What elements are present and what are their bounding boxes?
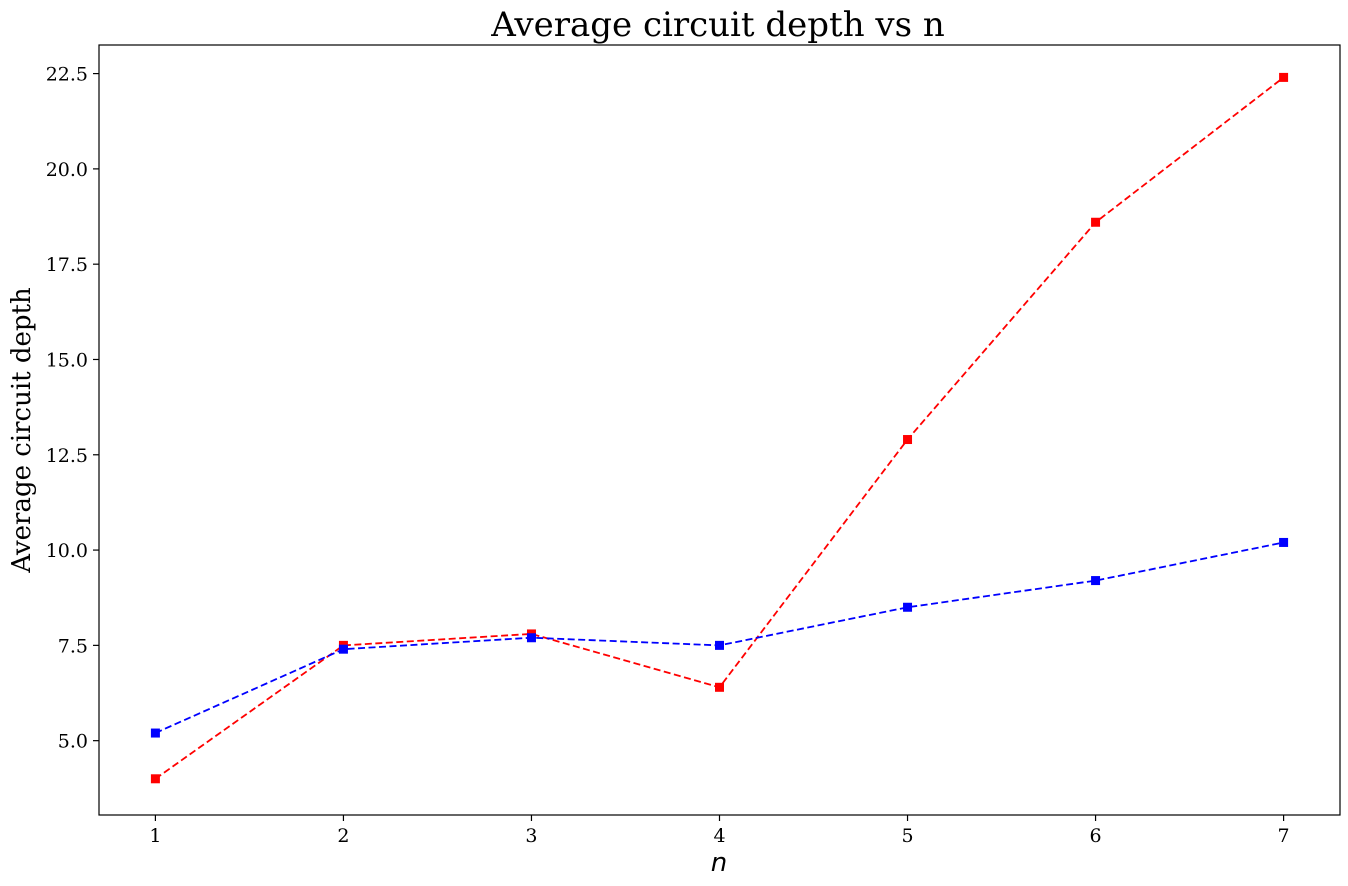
x-tick-label: 5 (901, 825, 913, 847)
series-1-point (715, 682, 724, 692)
x-tick-label: 6 (1090, 825, 1102, 847)
series-1-point (150, 774, 160, 784)
series-1-line (154, 76, 1285, 780)
series-1-point (1279, 72, 1289, 82)
x-tick-label: 2 (337, 825, 349, 847)
x-axis: 1 2 3 4 5 6 7 (149, 815, 1290, 847)
chart-title: Average circuit depth vs n (490, 5, 945, 45)
x-tick-label: 3 (525, 825, 537, 847)
series-2-point (1279, 537, 1289, 547)
series-2-point (526, 633, 536, 643)
series-2-point (1091, 576, 1101, 586)
x-axis-label: n (711, 848, 727, 878)
y-axis: 5.0 7.5 10.0 12.5 15.0 17.5 20.0 22.5 (46, 64, 99, 753)
series-2-line (155, 541, 1284, 734)
series-2-point (150, 728, 160, 738)
y-tick-label: 10.0 (46, 540, 88, 562)
x-tick-label: 4 (713, 825, 725, 847)
y-tick-label: 5.0 (58, 731, 88, 753)
y-tick-label: 20.0 (46, 159, 88, 181)
plot-area-frame (98, 44, 1341, 816)
y-tick-label: 7.5 (58, 635, 88, 657)
y-tick-label: 17.5 (46, 254, 88, 276)
y-tick-label: 12.5 (46, 445, 88, 467)
series-2-point (715, 640, 724, 650)
y-tick-label: 15.0 (46, 349, 88, 371)
series-1-point (1091, 217, 1101, 227)
y-tick-label: 22.5 (46, 64, 88, 86)
series-1-point (903, 435, 913, 445)
y-axis-label: Average circuit depth (7, 287, 37, 574)
series-2-point (338, 644, 348, 654)
x-tick-label: 1 (149, 825, 161, 847)
series-2-point (903, 602, 913, 612)
x-tick-label: 7 (1278, 825, 1290, 847)
series-layer (150, 72, 1289, 784)
